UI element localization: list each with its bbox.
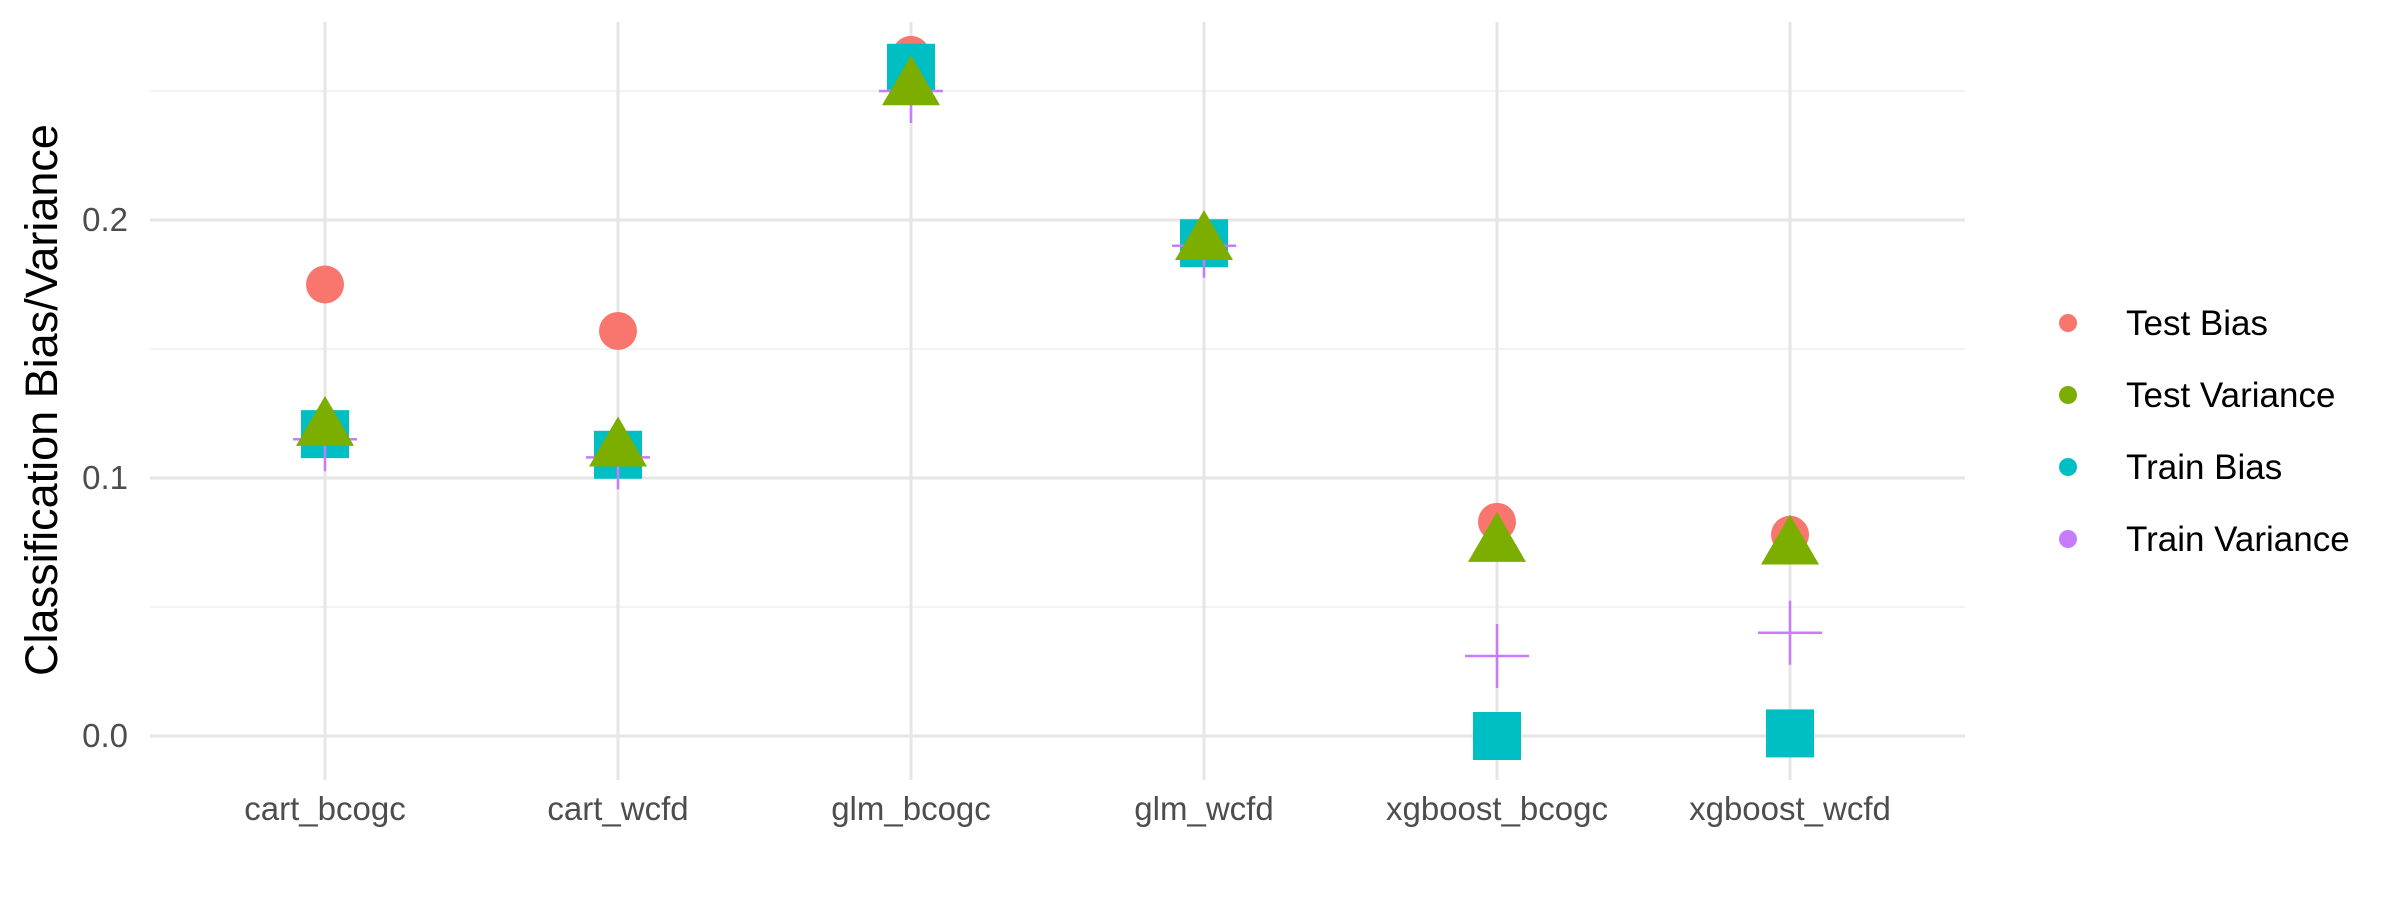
- train-variance-point: [1465, 624, 1529, 689]
- legend-item-test-bias: Test Bias: [2059, 304, 2268, 343]
- y-tick-label: 0.2: [82, 201, 128, 238]
- test-variance-point: [589, 416, 647, 467]
- legend-key: [2059, 314, 2077, 332]
- y-tick-label: 0.1: [82, 459, 128, 496]
- legend-label: Test Bias: [2126, 304, 2268, 343]
- y-tick-label: 0.0: [82, 717, 128, 754]
- x-tick-label: glm_wcfd: [1134, 790, 1273, 827]
- legend-key: [2059, 458, 2077, 476]
- train-variance-point: [1758, 600, 1822, 665]
- legend-item-test-variance: Test Variance: [2059, 376, 2335, 415]
- train-bias-point: [1766, 709, 1814, 758]
- legend-key: [2059, 386, 2077, 404]
- test-bias-point: [306, 265, 344, 304]
- test-variance-point: [296, 395, 354, 446]
- legend-label: Train Variance: [2126, 520, 2350, 559]
- test-variance-point: [1761, 514, 1819, 565]
- legend-item-train-variance: Train Variance: [2059, 520, 2350, 559]
- test-variance-point: [882, 55, 940, 106]
- legend-label: Train Bias: [2126, 448, 2282, 487]
- test-variance-point: [1175, 210, 1233, 261]
- legend-key: [2059, 530, 2077, 548]
- legend-label: Test Variance: [2126, 376, 2335, 415]
- x-tick-label: cart_wcfd: [547, 790, 688, 827]
- x-tick-label: xgboost_bcogc: [1386, 790, 1608, 827]
- test-bias-point: [599, 311, 637, 350]
- test-variance-point: [1468, 511, 1526, 562]
- x-tick-label: cart_bcogc: [244, 790, 405, 827]
- legend: Test Bias Test Variance Train Bias Train Va…: [2059, 304, 2350, 559]
- legend-item-train-bias: Train Bias: [2059, 448, 2282, 487]
- x-tick-label: xgboost_wcfd: [1689, 790, 1891, 827]
- plot-marks: [293, 35, 1822, 760]
- y-tick-labels: 0.0 0.1 0.2: [82, 201, 128, 754]
- train-bias-point: [1473, 712, 1521, 760]
- x-tick-label: glm_bcogc: [831, 790, 991, 827]
- grid: [150, 22, 1965, 780]
- y-axis-title: Classification Bias/Variance: [16, 124, 67, 676]
- x-tick-labels: cart_bcogc cart_wcfd glm_bcogc glm_wcfd xgbo…: [244, 790, 1891, 827]
